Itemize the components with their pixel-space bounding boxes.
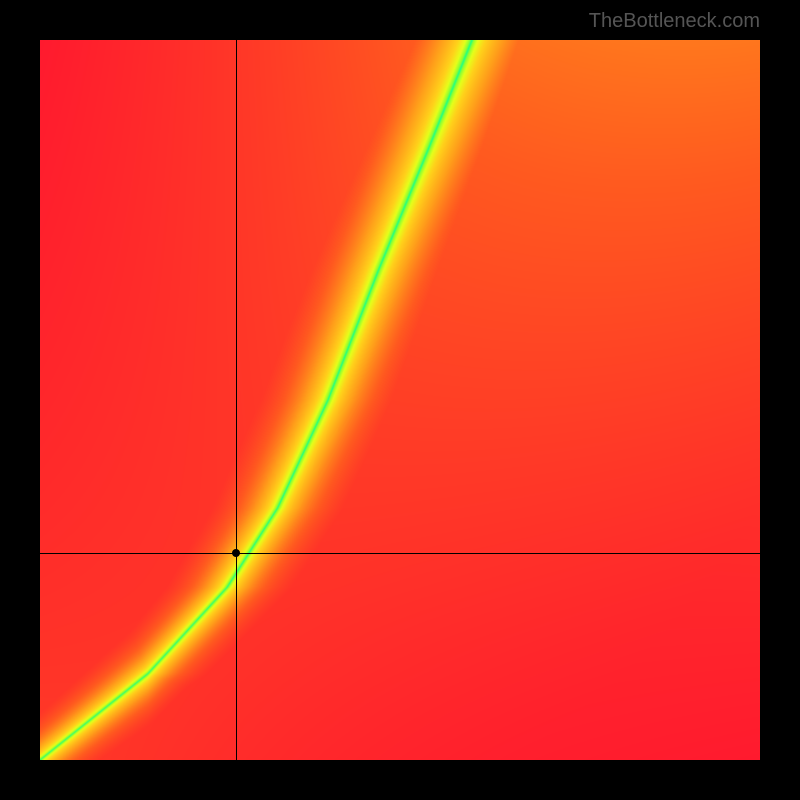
plot-area — [40, 40, 760, 760]
chart-container: TheBottleneck.com — [0, 0, 800, 800]
crosshair-marker — [232, 549, 240, 557]
heatmap-canvas — [40, 40, 760, 760]
crosshair-horizontal — [40, 553, 760, 554]
crosshair-vertical — [236, 40, 237, 760]
watermark-text: TheBottleneck.com — [589, 10, 760, 33]
